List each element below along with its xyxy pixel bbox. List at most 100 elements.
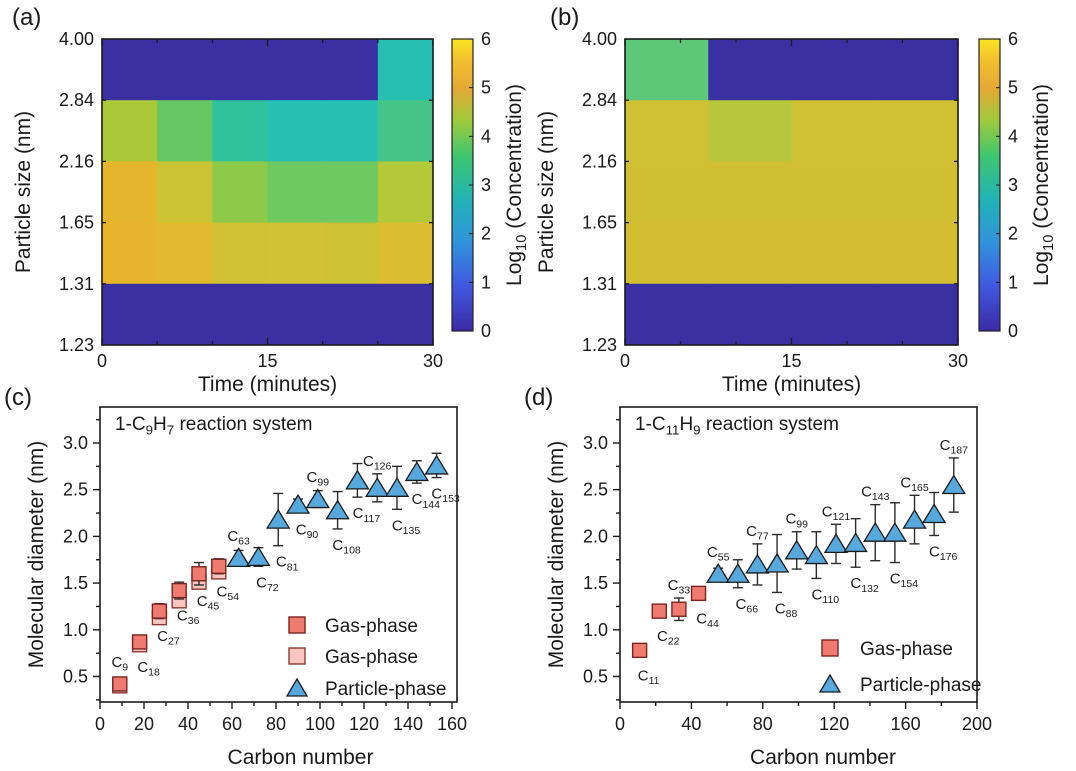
heatmap-cell-r3c2 [791, 222, 876, 285]
heatmap-cell-r2c1 [157, 161, 213, 224]
y-axis-label: Molecular diameter (nm) [25, 441, 48, 669]
colorbar-tick-label: 3 [481, 175, 491, 195]
data-point-C126 [365, 477, 390, 497]
data-point-C176 [922, 503, 947, 524]
data-point-C187 [941, 474, 966, 495]
heatmap-cell-r1c3 [874, 100, 959, 162]
y-axis-label: Particle size (nm) [535, 111, 558, 273]
data-point-C154 [882, 521, 908, 542]
point-label-C33: C33 [668, 577, 691, 597]
colorbar-tick-label: 1 [1008, 272, 1018, 292]
data-point-C33 [671, 601, 687, 617]
point-label-C18: C18 [137, 659, 160, 679]
data-point-C88 [764, 552, 790, 573]
data-point-C99 [784, 539, 809, 560]
point-label-C154: C154 [890, 571, 919, 591]
data-point-C44 [690, 585, 707, 602]
legend-marker-0 [821, 639, 839, 657]
heatmap-cell-r1c4 [322, 100, 379, 162]
legend-marker-1 [288, 647, 306, 665]
panel-d-scatter: 0 40 80 120 160 200 0.5 1.0 1.5 2.0 2.5 3.0 Carbon n… [545, 406, 992, 769]
data-point-C45 [191, 566, 207, 582]
legend-label-0: Gas-phase [325, 616, 418, 637]
panel-label-d: (d) [524, 384, 554, 411]
legend-label-1: Gas-phase [325, 647, 418, 668]
y-tick-label: 4.00 [59, 29, 94, 49]
data-point-C153 [424, 454, 449, 475]
heatmap-cell-r3c2 [212, 222, 268, 285]
colorbar-tick-label: 5 [481, 78, 491, 98]
data-point-C81 [266, 508, 291, 529]
heatmap-cell-r4c1 [708, 283, 792, 346]
heatmap-cell-r1c3 [267, 100, 324, 162]
heatmap-cell-r0c1 [157, 39, 213, 101]
data-point-C121 [823, 533, 849, 554]
x-tick-label: 140 [393, 714, 423, 734]
axis-ticks [613, 418, 978, 709]
y-tick-label: 1.65 [59, 213, 94, 233]
legend-label-0: Gas-phase [860, 639, 953, 660]
data-point-C165 [902, 508, 927, 529]
panel-title: 1-C11H9 reaction system [635, 414, 839, 438]
x-tick-label: 40 [681, 714, 701, 734]
heatmap-cell-r0c0 [625, 39, 709, 101]
point-label-C54: C54 [217, 583, 240, 603]
point-label-C11: C11 [638, 667, 660, 687]
y-tick-label: 1.0 [583, 620, 608, 640]
data-point-C66 [725, 563, 750, 583]
x-tick-label: 160 [437, 714, 467, 734]
point-label-C132: C132 [850, 575, 879, 595]
heatmap-cell-r2c3 [267, 161, 324, 224]
heatmap-cell-r4c3 [267, 283, 324, 346]
y-tick-label: 1.31 [582, 274, 617, 294]
heatmap-cell-r2c5 [377, 161, 434, 224]
heatmap-cell-r3c1 [708, 222, 792, 285]
data-point-C90 [285, 493, 311, 514]
data-point-C143 [863, 521, 888, 542]
colorbar-axis-label: Log10 (Concentration) [1030, 84, 1057, 286]
point-label-C90: C90 [296, 522, 319, 542]
y-tick-label: 2.16 [59, 151, 94, 171]
y-tick-label: 2.84 [59, 90, 94, 110]
y-tick-label: 3.0 [583, 433, 608, 453]
heatmap-cell-r2c0 [102, 161, 158, 224]
y-tick-label: 2.16 [582, 151, 617, 171]
heatmap-cell-r1c2 [791, 100, 876, 162]
point-label-C153: C153 [431, 486, 460, 506]
heatmap-cell-r4c3 [874, 283, 959, 346]
heatmap-cell-r3c1 [157, 222, 213, 285]
data-point-C11 [631, 642, 648, 659]
data-point-C117 [345, 469, 370, 490]
legend-label-2: Particle-phase [325, 679, 446, 700]
legend-label-1: Particle-phase [860, 675, 981, 696]
point-label-C108: C108 [332, 537, 361, 557]
heatmap-cell-r2c0 [625, 161, 709, 224]
heatmap-cell-r3c3 [267, 222, 324, 285]
heatmap-cell-r4c0 [102, 283, 158, 346]
panel-label-a: (a) [12, 4, 42, 31]
heatmap-cell-r3c0 [625, 222, 709, 285]
heatmap-cell-r2c4 [322, 161, 379, 224]
heatmap-cell-r0c2 [212, 39, 268, 101]
x-tick-label: 0 [620, 351, 630, 371]
heatmap-cell-r4c2 [212, 283, 268, 346]
heatmap-cell-r4c5 [377, 283, 434, 346]
x-tick-label: 30 [423, 351, 443, 371]
y-tick-label: 1.65 [582, 213, 617, 233]
data-point-C132 [843, 532, 868, 553]
legend-marker-1 [818, 673, 842, 693]
y-axis-label: Particle size (nm) [12, 111, 35, 273]
data-point-C63 [226, 547, 251, 568]
heatmap-cell-r0c3 [874, 39, 959, 101]
colorbar-tick-label: 6 [1008, 29, 1018, 49]
point-label-C121: C121 [822, 503, 851, 523]
x-tick-label: 200 [962, 714, 992, 734]
data-point-C135 [384, 477, 410, 497]
point-label-C66: C66 [736, 596, 759, 616]
point-label-C63: C63 [227, 528, 250, 548]
heatmap-cell-r0c2 [791, 39, 876, 101]
colorbar-axis-label: Log10 (Concentration) [503, 84, 530, 286]
colorbar-tick-label: 4 [1008, 126, 1018, 146]
